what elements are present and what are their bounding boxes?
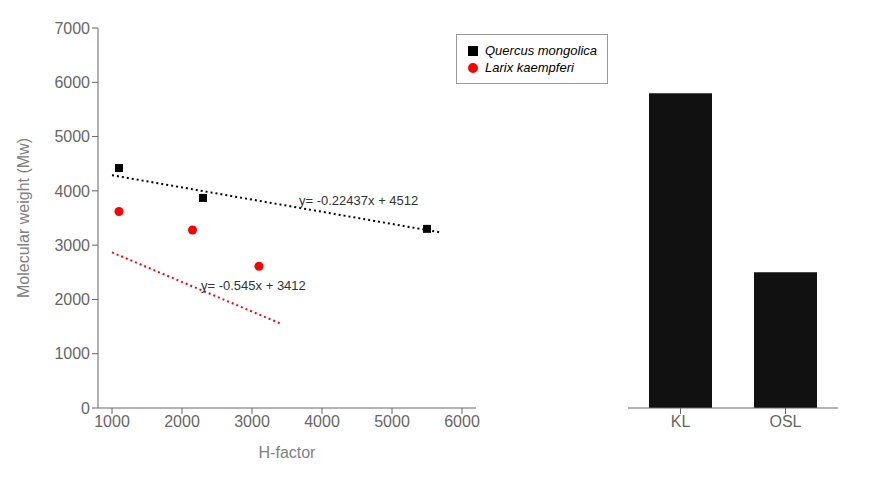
svg-text:2000: 2000 [164, 413, 200, 430]
svg-text:2000: 2000 [54, 291, 90, 308]
svg-text:5000: 5000 [374, 413, 410, 430]
svg-text:7000: 7000 [54, 20, 90, 37]
svg-text:4000: 4000 [304, 413, 340, 430]
svg-text:4000: 4000 [54, 183, 90, 200]
svg-text:OSL: OSL [769, 413, 801, 430]
svg-text:y= -0.545x + 3412: y= -0.545x + 3412 [201, 278, 306, 293]
svg-text:y= -0.22437x + 4512: y= -0.22437x + 4512 [299, 193, 418, 208]
svg-text:3000: 3000 [234, 413, 270, 430]
svg-text:6000: 6000 [444, 413, 480, 430]
svg-text:5000: 5000 [54, 128, 90, 145]
svg-text:3000: 3000 [54, 237, 90, 254]
svg-text:1000: 1000 [54, 345, 90, 362]
svg-text:1000: 1000 [94, 413, 130, 430]
svg-text:0: 0 [81, 400, 90, 417]
html-text:Larix kaempferi: Larix kaempferi [485, 60, 574, 75]
svg-text:KL: KL [671, 413, 691, 430]
svg-text:H-factor: H-factor [259, 444, 317, 461]
svg-text:Molecular weight (Mw): Molecular weight (Mw) [15, 138, 32, 298]
html-text:Quercus mongolica: Quercus mongolica [485, 43, 597, 58]
svg-text:6000: 6000 [54, 74, 90, 91]
